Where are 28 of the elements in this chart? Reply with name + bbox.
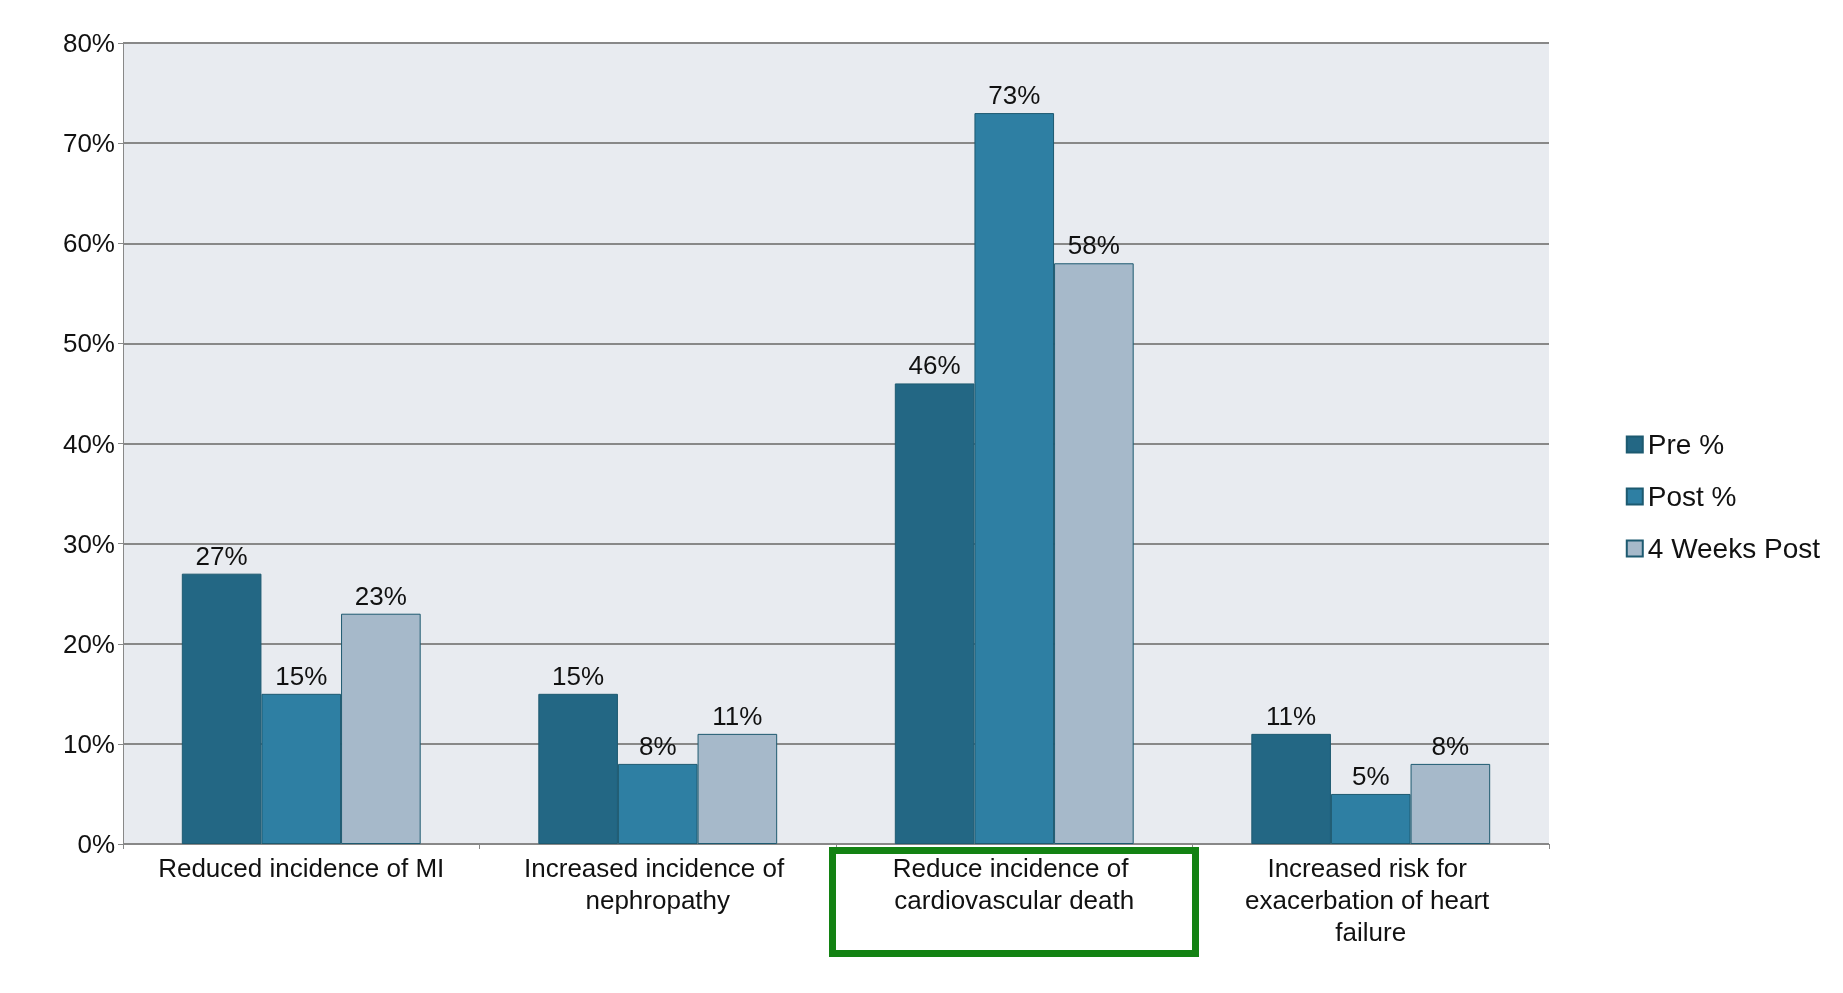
y-tick-label: 70% [62,128,115,159]
data-label: 8% [638,730,677,761]
legend-label: Post % [1647,481,1737,512]
legend-label: Pre % [1647,429,1725,460]
y-tick-label: 50% [62,328,115,359]
data-label: 15% [552,660,605,691]
x-tick-label: Increased incidence of nephropathy [524,853,792,915]
data-label: 27% [195,540,248,571]
data-label: 58% [1067,230,1120,261]
data-label: 5% [1351,760,1390,791]
data-label: 15% [275,660,328,691]
y-tick-label: 10% [62,728,115,759]
y-tick-label: 0% [77,829,115,859]
y-tick-label: 60% [62,228,115,259]
legend-label: 4 Weeks Post [1647,533,1821,564]
x-tick-label: Reduce incidence of cardiovascular death [892,853,1136,915]
data-label: 11% [712,700,763,731]
data-label: 8% [1431,730,1470,761]
y-tick-label: 40% [62,428,115,459]
data-label: 11% [1266,700,1317,731]
y-tick-label: 80% [62,28,115,58]
data-label: 23% [354,580,407,611]
y-tick-label: 30% [62,528,115,559]
x-tick-label: Reduced incidence of MI [158,853,445,883]
data-label: 73% [988,80,1041,111]
y-tick-label: 20% [62,628,115,659]
x-tick-label: Increased risk for exacerbation of heart failure [1245,853,1497,947]
data-label: 46% [908,350,961,381]
